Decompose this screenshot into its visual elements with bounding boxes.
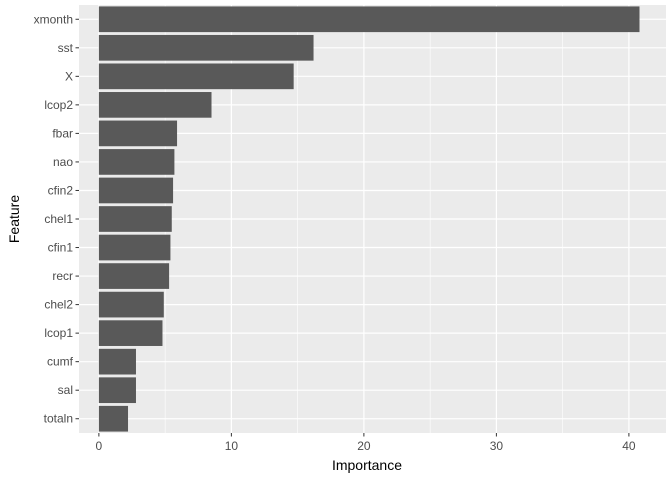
bar-nao xyxy=(98,149,175,175)
bar-xmonth xyxy=(98,6,640,33)
x-axis-title: Importance xyxy=(332,457,402,473)
y-tick-label: cumf xyxy=(47,355,74,369)
y-tick-label: cfin2 xyxy=(48,183,74,197)
bar-lcop1 xyxy=(98,320,163,346)
bars xyxy=(98,6,640,432)
y-axis-title: Feature xyxy=(6,195,22,243)
bar-cfin1 xyxy=(98,234,171,261)
x-tick-label: 30 xyxy=(490,439,504,453)
y-tick-label: X xyxy=(65,69,73,83)
y-tick-label: chel2 xyxy=(44,298,73,312)
y-tick-label: recr xyxy=(52,269,73,283)
bar-sst xyxy=(98,34,314,61)
bar-x xyxy=(98,63,294,90)
y-tick-label: lcop2 xyxy=(44,98,73,112)
bar-fbar xyxy=(98,120,178,147)
y-tick-label: lcop1 xyxy=(44,326,73,340)
y-tick-label: sst xyxy=(58,41,74,55)
bar-chel2 xyxy=(98,291,164,318)
bar-cumf xyxy=(98,348,136,375)
bar-chel1 xyxy=(98,206,172,232)
bar-recr xyxy=(98,263,170,289)
x-tick-label: 0 xyxy=(96,439,103,453)
bar-totaln xyxy=(98,405,129,432)
bar-cfin2 xyxy=(98,177,174,204)
y-tick-label: nao xyxy=(53,155,73,169)
y-tick-label: fbar xyxy=(52,126,73,140)
y-tick-label: chel1 xyxy=(44,212,73,226)
y-tick-label: sal xyxy=(58,383,73,397)
bar-lcop2 xyxy=(98,92,212,118)
y-tick-label: xmonth xyxy=(34,12,73,26)
x-tick-label: 10 xyxy=(225,439,239,453)
y-tick-label: totaln xyxy=(44,412,73,426)
x-axis-ticks: 0 10 20 30 40 xyxy=(96,433,636,453)
x-tick-label: 40 xyxy=(622,439,636,453)
x-tick-label: 20 xyxy=(357,439,371,453)
bar-sal xyxy=(98,377,136,404)
y-tick-label: cfin1 xyxy=(48,241,74,255)
